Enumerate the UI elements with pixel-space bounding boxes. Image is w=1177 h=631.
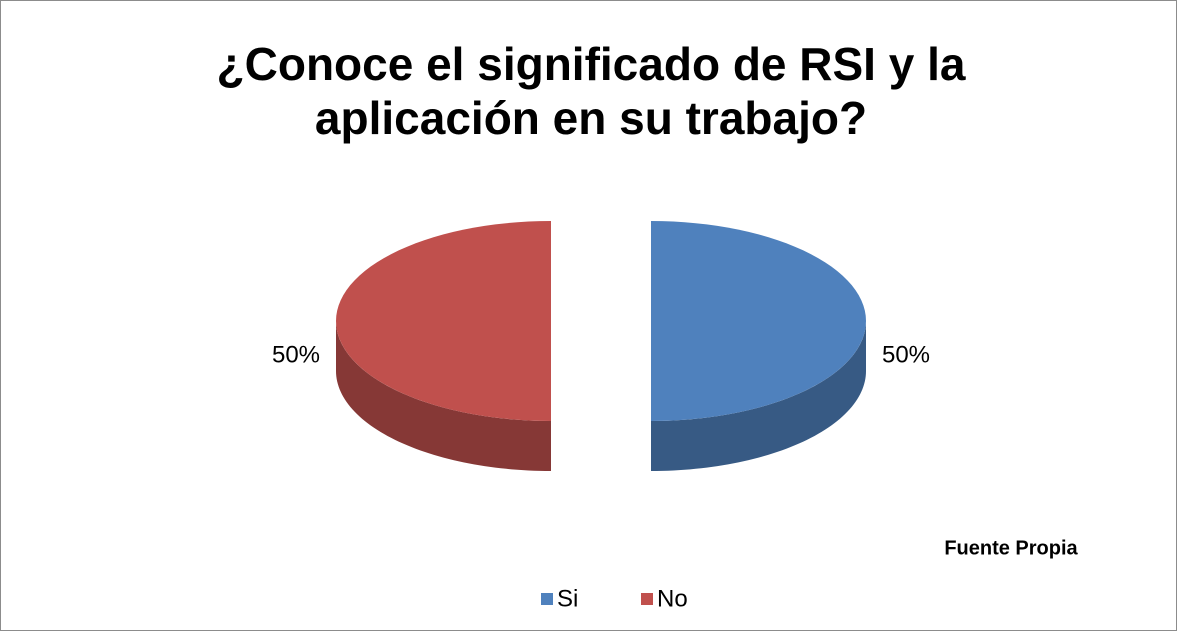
- data-label: 50%: [882, 341, 930, 368]
- data-label: 50%: [272, 341, 320, 368]
- pie-slice: [336, 221, 551, 421]
- legend-label: Si: [557, 585, 578, 612]
- legend-swatch: [541, 593, 553, 605]
- annotation: Fuente Propia: [944, 537, 1078, 559]
- chart-title: ¿Conoce el significado de RSI y la aplic…: [216, 38, 966, 144]
- pie-slice: [651, 221, 866, 421]
- legend-label: No: [657, 585, 688, 612]
- legend-swatch: [641, 593, 653, 605]
- slice-side: [651, 321, 866, 471]
- slice-side: [336, 321, 551, 471]
